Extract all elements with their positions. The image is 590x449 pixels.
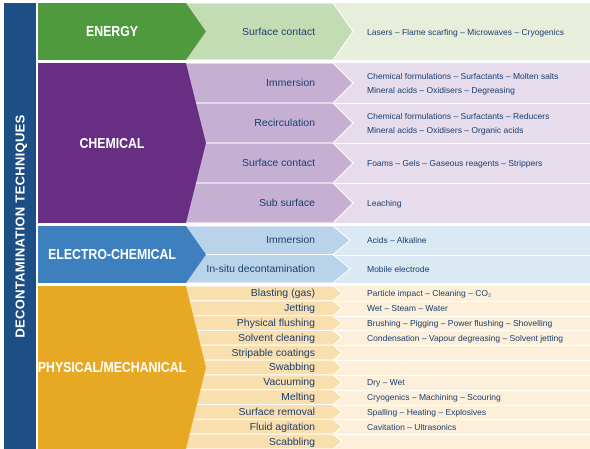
method-text: Chemical formulations – Surfactants – Mo… bbox=[367, 71, 559, 81]
technique-label: Melting bbox=[281, 391, 315, 404]
method-cell: Chemical formulations – Surfactants – Mo… bbox=[333, 63, 590, 103]
method-cell bbox=[333, 360, 590, 375]
method-cell: Lasers – Flame scarfing – Microwaves – C… bbox=[333, 3, 590, 60]
technique-label: Physical flushing bbox=[236, 317, 315, 330]
method-text: Brushing – Pigging – Power flushing – Sh… bbox=[367, 318, 553, 329]
method-cell: Condensation – Vapour degreasing – Solve… bbox=[333, 330, 590, 345]
technique-label: Immersion bbox=[265, 77, 315, 89]
row-divider bbox=[333, 103, 590, 104]
method-cell bbox=[333, 434, 590, 449]
method-text: Cavitation – Ultrasonics bbox=[367, 421, 457, 432]
method-text: Mineral acids – Oxidisers – Organic acid… bbox=[367, 125, 524, 135]
row-divider bbox=[333, 254, 590, 256]
technique-label: Surface contact bbox=[242, 157, 315, 169]
technique-label: Recirculation bbox=[254, 117, 315, 129]
method-cell: Foams – Gels – Gaseous reagents – Stripp… bbox=[333, 143, 590, 183]
row-divider bbox=[333, 389, 590, 391]
side-banner: DECONTAMINATION TECHNIQUES bbox=[4, 3, 36, 449]
method-cell: Leaching bbox=[333, 183, 590, 223]
category-label: ENERGY bbox=[86, 23, 138, 40]
row-divider bbox=[333, 419, 590, 421]
method-cell: Cavitation – Ultrasonics bbox=[333, 419, 590, 434]
row-divider bbox=[333, 374, 590, 376]
technique-label: Jetting bbox=[284, 302, 315, 315]
category-chevron bbox=[38, 286, 206, 449]
method-text: Mineral acids – Oxidisers – Degreasing bbox=[367, 85, 515, 95]
method-text: Particle impact – Cleaning – CO₂ bbox=[367, 288, 492, 299]
technique-label: Stripable coatings bbox=[231, 346, 315, 359]
technique-label: Vacuuming bbox=[263, 376, 315, 389]
method-text: Acids – Alkaline bbox=[367, 235, 427, 246]
technique-label: Fluid agitation bbox=[249, 420, 315, 433]
category-chevron-shape bbox=[38, 3, 206, 60]
method-cell: Particle impact – Cleaning – CO₂ bbox=[333, 286, 590, 301]
method-cell: Acids – Alkaline bbox=[333, 226, 590, 255]
method-cell: Cryogenics – Machining – Scouring bbox=[333, 390, 590, 405]
category-chevron bbox=[38, 226, 206, 283]
row-divider bbox=[333, 300, 590, 302]
method-cell: Chemical formulations – Surfactants – Re… bbox=[333, 103, 590, 143]
technique-label: Scabbling bbox=[268, 435, 315, 448]
category-chevron-shape bbox=[38, 226, 206, 283]
row-divider bbox=[333, 434, 590, 436]
method-text: Spalling – Heating – Explosives bbox=[367, 406, 487, 417]
method-text: Condensation – Vapour degreasing – Solve… bbox=[367, 332, 563, 343]
technique-label: Solvent cleaning bbox=[237, 331, 315, 344]
method-column-bg bbox=[333, 3, 590, 60]
technique-label: Swabbing bbox=[268, 361, 315, 374]
method-cell: Dry – Wet bbox=[333, 375, 590, 390]
row-divider bbox=[333, 183, 590, 184]
category-chevron-shape bbox=[38, 63, 206, 223]
row-divider bbox=[333, 143, 590, 144]
category-label: ELECTRO-CHEMICAL bbox=[48, 246, 176, 263]
technique-label: Surface removal bbox=[238, 405, 315, 418]
method-text: Mobile electrode bbox=[367, 263, 430, 274]
category-chevron-shape bbox=[38, 286, 206, 449]
row-divider bbox=[333, 345, 590, 347]
technique-label: Surface contact bbox=[242, 25, 315, 38]
category-label: CHEMICAL bbox=[79, 134, 145, 152]
row-divider bbox=[333, 404, 590, 406]
method-cell: Wet – Steam – Water bbox=[333, 301, 590, 316]
technique-label: In-situ decontamination bbox=[206, 262, 315, 275]
technique-column-shape bbox=[185, 62, 354, 224]
technique-column-shape bbox=[185, 225, 351, 284]
row-divider bbox=[333, 330, 590, 332]
method-cell: Brushing – Pigging – Power flushing – Sh… bbox=[333, 316, 590, 331]
method-cell bbox=[333, 345, 590, 360]
method-text: Dry – Wet bbox=[367, 377, 405, 388]
method-cell: Mobile electrode bbox=[333, 255, 590, 284]
method-text: Leaching bbox=[367, 198, 402, 208]
technique-column-shape bbox=[185, 285, 343, 449]
row-divider bbox=[333, 360, 590, 362]
row-divider bbox=[333, 315, 590, 317]
method-text: Chemical formulations – Surfactants – Re… bbox=[367, 111, 550, 121]
method-cell: Spalling – Heating – Explosives bbox=[333, 405, 590, 420]
technique-label: Sub surface bbox=[258, 197, 315, 209]
technique-label: Blasting (gas) bbox=[250, 287, 315, 300]
category-chevron bbox=[38, 63, 206, 223]
method-text: Foams – Gels – Gaseous reagents – Stripp… bbox=[367, 158, 543, 168]
category-chevron bbox=[38, 3, 206, 60]
method-column-bg bbox=[333, 286, 590, 449]
category-label: PHYSICAL/MECHANICAL bbox=[37, 359, 187, 376]
technique-label: Immersion bbox=[265, 234, 315, 247]
method-text: Cryogenics – Machining – Scouring bbox=[367, 392, 501, 403]
method-text: Wet – Steam – Water bbox=[367, 303, 448, 314]
method-text: Lasers – Flame scarfing – Microwaves – C… bbox=[367, 26, 564, 37]
